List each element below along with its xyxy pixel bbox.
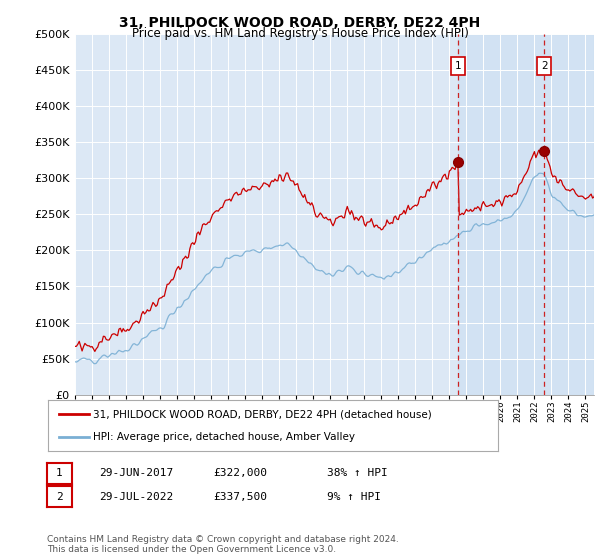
Text: Contains HM Land Registry data © Crown copyright and database right 2024.
This d: Contains HM Land Registry data © Crown c… [47,535,398,554]
Text: 38% ↑ HPI: 38% ↑ HPI [327,468,388,478]
Text: 9% ↑ HPI: 9% ↑ HPI [327,492,381,502]
Text: 2: 2 [56,492,63,502]
Text: 1: 1 [56,468,63,478]
Text: HPI: Average price, detached house, Amber Valley: HPI: Average price, detached house, Ambe… [93,432,355,442]
Text: 29-JUN-2017: 29-JUN-2017 [99,468,173,478]
Text: Price paid vs. HM Land Registry's House Price Index (HPI): Price paid vs. HM Land Registry's House … [131,27,469,40]
Text: 31, PHILDOCK WOOD ROAD, DERBY, DE22 4PH: 31, PHILDOCK WOOD ROAD, DERBY, DE22 4PH [119,16,481,30]
Text: 2: 2 [541,61,548,71]
Text: £337,500: £337,500 [213,492,267,502]
Text: £322,000: £322,000 [213,468,267,478]
Text: 1: 1 [455,61,461,71]
Text: 29-JUL-2022: 29-JUL-2022 [99,492,173,502]
Text: 31, PHILDOCK WOOD ROAD, DERBY, DE22 4PH (detached house): 31, PHILDOCK WOOD ROAD, DERBY, DE22 4PH … [93,409,432,419]
Bar [458,34,594,395]
